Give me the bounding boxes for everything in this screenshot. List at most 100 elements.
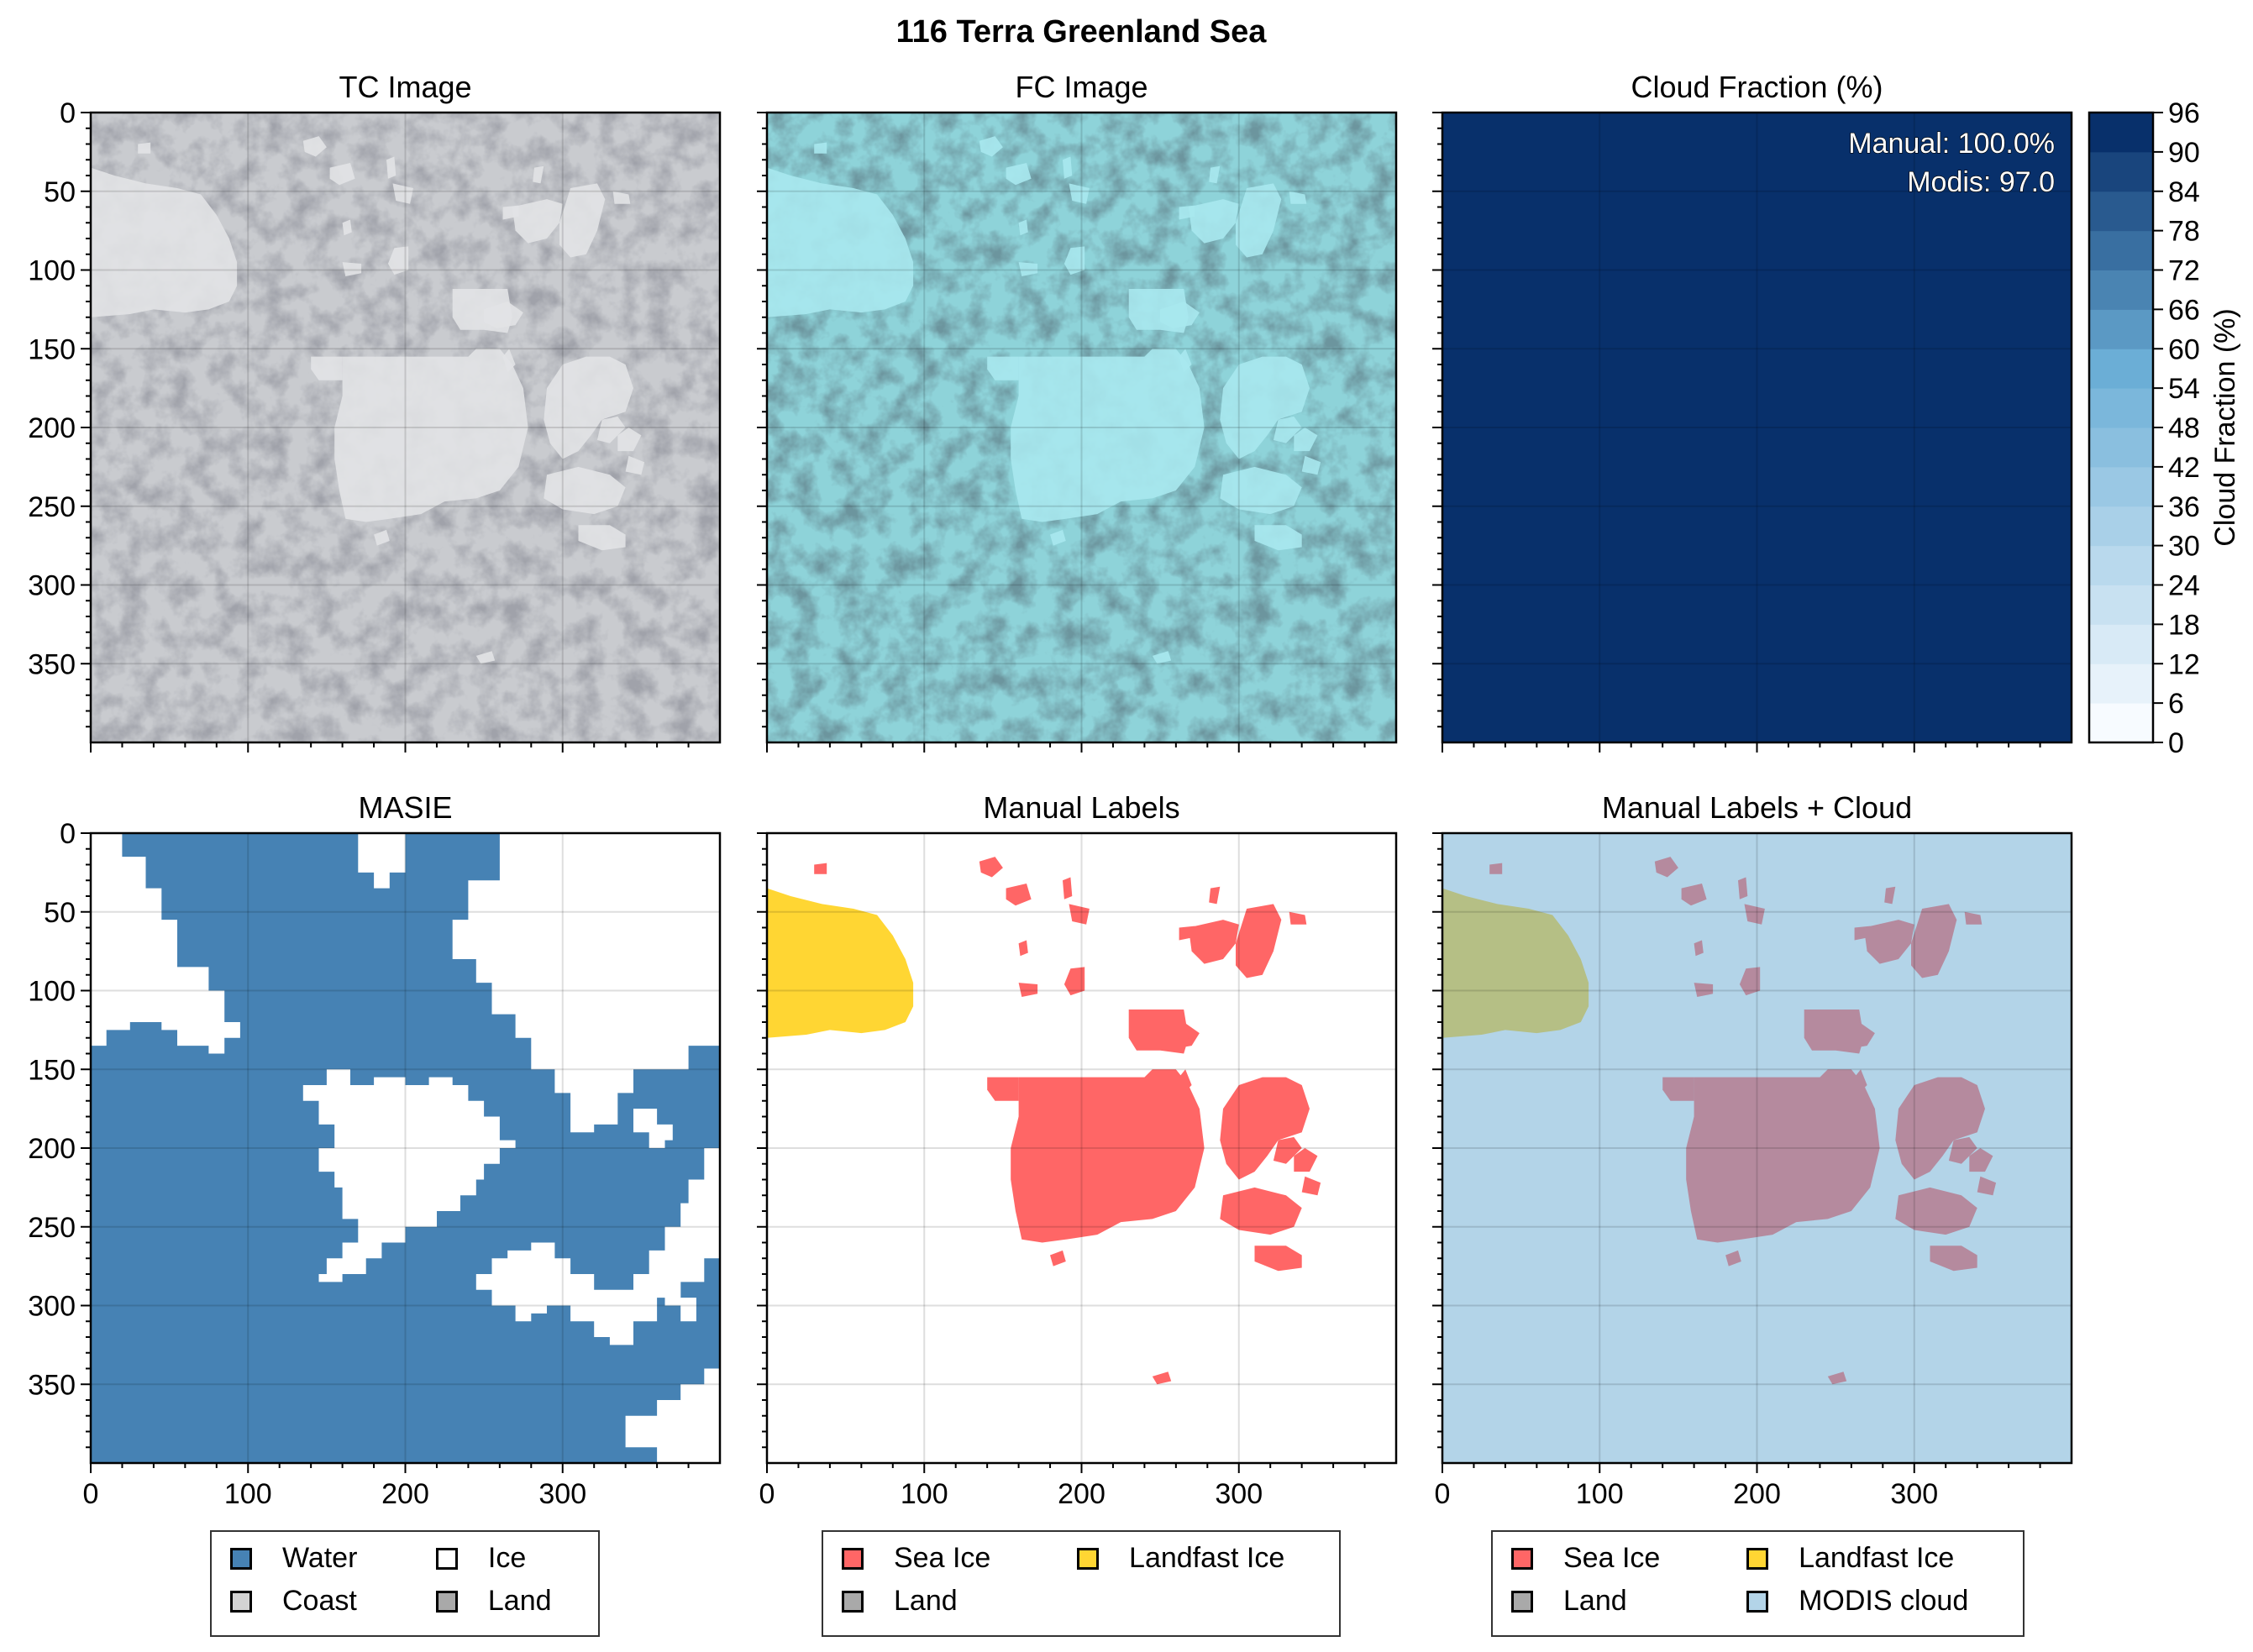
ice-floe-3	[386, 156, 397, 179]
x-tick-label: 200	[381, 1478, 429, 1510]
panel-manual_cloud: Manual Labels + Cloud 0 100 200 300	[1432, 790, 2073, 1510]
sea-ice-under-cloud-0	[1489, 863, 1503, 874]
plot-area-tc	[91, 113, 720, 742]
sea-ice-floe-3	[1063, 877, 1073, 899]
colorbar-tick-label: 42	[2168, 452, 2200, 484]
y-tick-label: 50	[44, 176, 76, 208]
ice-floe-18	[1273, 416, 1302, 443]
ice-floe-16	[1289, 191, 1307, 204]
sea-ice-under-cloud-24	[1827, 1371, 1847, 1385]
colorbar-tick-label: 78	[2168, 216, 2200, 248]
ice-floe-2	[1006, 163, 1032, 186]
ice-floe-10	[1011, 349, 1205, 522]
ice-floe-19	[617, 427, 642, 452]
ice-floe-12	[1188, 199, 1239, 244]
panel-title-tc: TC Image	[339, 70, 471, 104]
x-tick-label: 300	[1215, 1478, 1263, 1510]
panel-fc: FC Image	[757, 70, 1398, 753]
sea-ice-floe-4	[1069, 904, 1090, 925]
cloud-fraction-field	[1442, 113, 2072, 742]
colorbar-segment	[2089, 113, 2153, 153]
legend-item-modis-cloud: MODIS cloud	[1746, 1585, 2004, 1618]
x-tick-label: 0	[83, 1478, 99, 1510]
ice-floe-9	[452, 289, 512, 333]
masie-ice-region-1	[358, 833, 406, 889]
sea-ice-floe-18	[1273, 1136, 1302, 1164]
manual-labels-legend: Sea Ice Landfast Ice Land	[822, 1530, 1341, 1637]
colorbar-segment	[2089, 270, 2153, 310]
panel-title-masie: MASIE	[358, 790, 452, 825]
y-tick-label: 150	[28, 333, 76, 365]
masie-ice-region-3	[302, 1069, 516, 1282]
sea-ice-floe-7	[1063, 967, 1085, 996]
ice-floe-16	[612, 191, 631, 204]
colorbar-tick-label: 90	[2168, 137, 2200, 169]
colorbar-segment	[2089, 309, 2153, 349]
masie-ice-region-2	[452, 833, 720, 1133]
ice-floe-4	[1069, 183, 1090, 204]
sea-ice-under-cloud-15	[1911, 904, 1957, 978]
colorbar-tick-label: 48	[2168, 412, 2200, 444]
landfast-ice-region-0	[767, 888, 914, 1038]
ice-floe-21	[1220, 466, 1302, 515]
legend-label: Land	[894, 1585, 958, 1617]
sea-ice-floe-0	[814, 863, 827, 874]
ice-floe-26	[91, 167, 238, 317]
colorbar-segment	[2089, 466, 2153, 507]
sea-ice-under-cloud-13	[1884, 886, 1896, 905]
y-tick-label: 350	[28, 648, 76, 680]
sea-ice-floe-15	[1236, 904, 1282, 978]
legend-swatch	[842, 1590, 864, 1613]
ice-floe-7	[387, 246, 409, 275]
panel-cloud: Cloud Fraction (%) Manual: 100.0% Modis: 9…	[1432, 70, 2073, 753]
legend-item-water: Water	[230, 1542, 386, 1575]
sea-ice-floe-17	[1220, 1077, 1310, 1180]
y-tick-label: 350	[28, 1369, 76, 1401]
sea-ice-under-cloud-9	[1804, 1010, 1864, 1054]
sea-ice-under-cloud-1	[1654, 857, 1678, 878]
sea-ice-floe-13	[1209, 886, 1221, 905]
masie-ice-region-5	[633, 1109, 673, 1148]
colorbar-segment	[2089, 506, 2153, 547]
y-tick-label: 50	[44, 897, 76, 929]
ice-floe-7	[1063, 246, 1085, 275]
panels-layer: TC Image 0 50 100 150 200 250 300 350 FC Image Clo…	[28, 70, 2073, 1510]
figure-suptitle: 116 Terra Greenland Sea	[896, 14, 1268, 50]
x-tick-label: 100	[1576, 1478, 1624, 1510]
y-tick-label: 300	[28, 1291, 76, 1323]
legend-item-sea-ice: Sea Ice	[1511, 1542, 1696, 1575]
colorbar-segment	[2089, 427, 2153, 468]
ticks-fc	[757, 112, 1366, 753]
x-tick-label: 0	[759, 1478, 775, 1510]
sea-ice-floe-25	[1179, 1069, 1192, 1093]
ice-floe-1	[979, 136, 1003, 157]
sea-ice-floe-11	[987, 1077, 1019, 1101]
legend-swatch	[1511, 1547, 1533, 1570]
colorbar-segment	[2089, 703, 2153, 743]
x-tick-label: 300	[538, 1478, 586, 1510]
colorbar-tick-label: 96	[2168, 97, 2200, 129]
ice-floe-4	[392, 183, 413, 204]
plot-area-cloud: Manual: 100.0% Modis: 97.0	[1442, 113, 2072, 742]
manual-cloud-legend: Sea Ice Landfast Ice Land MODIS cloud	[1491, 1530, 2025, 1637]
colorbar-segment	[2089, 388, 2153, 428]
legend-label: Sea Ice	[1563, 1542, 1661, 1574]
x-tick-label: 200	[1733, 1478, 1781, 1510]
ice-floe-20	[1301, 455, 1321, 475]
ice-floe-15	[1236, 183, 1282, 258]
sea-ice-under-cloud-23	[1725, 1250, 1741, 1267]
legend-label: Landfast Ice	[1799, 1542, 1955, 1574]
sea-ice-floe-10	[1011, 1069, 1205, 1243]
plot-area-masie	[91, 833, 720, 1463]
ice-floe-13	[1209, 165, 1221, 184]
colorbar-segment	[2089, 663, 2153, 704]
x-tick-label: 100	[901, 1478, 948, 1510]
legend-item-land: Land	[435, 1585, 580, 1618]
sea-ice-floe-2	[1006, 884, 1032, 906]
legend-item-landfast-ice: Landfast Ice	[1077, 1542, 1321, 1575]
sea-ice-floe-12	[1188, 920, 1239, 964]
colorbar-tick-label: 0	[2168, 727, 2184, 759]
legend-item-land: Land	[842, 1585, 1027, 1618]
legend-label: MODIS cloud	[1799, 1585, 1969, 1617]
panel-title-cloud: Cloud Fraction (%)	[1631, 70, 1883, 104]
